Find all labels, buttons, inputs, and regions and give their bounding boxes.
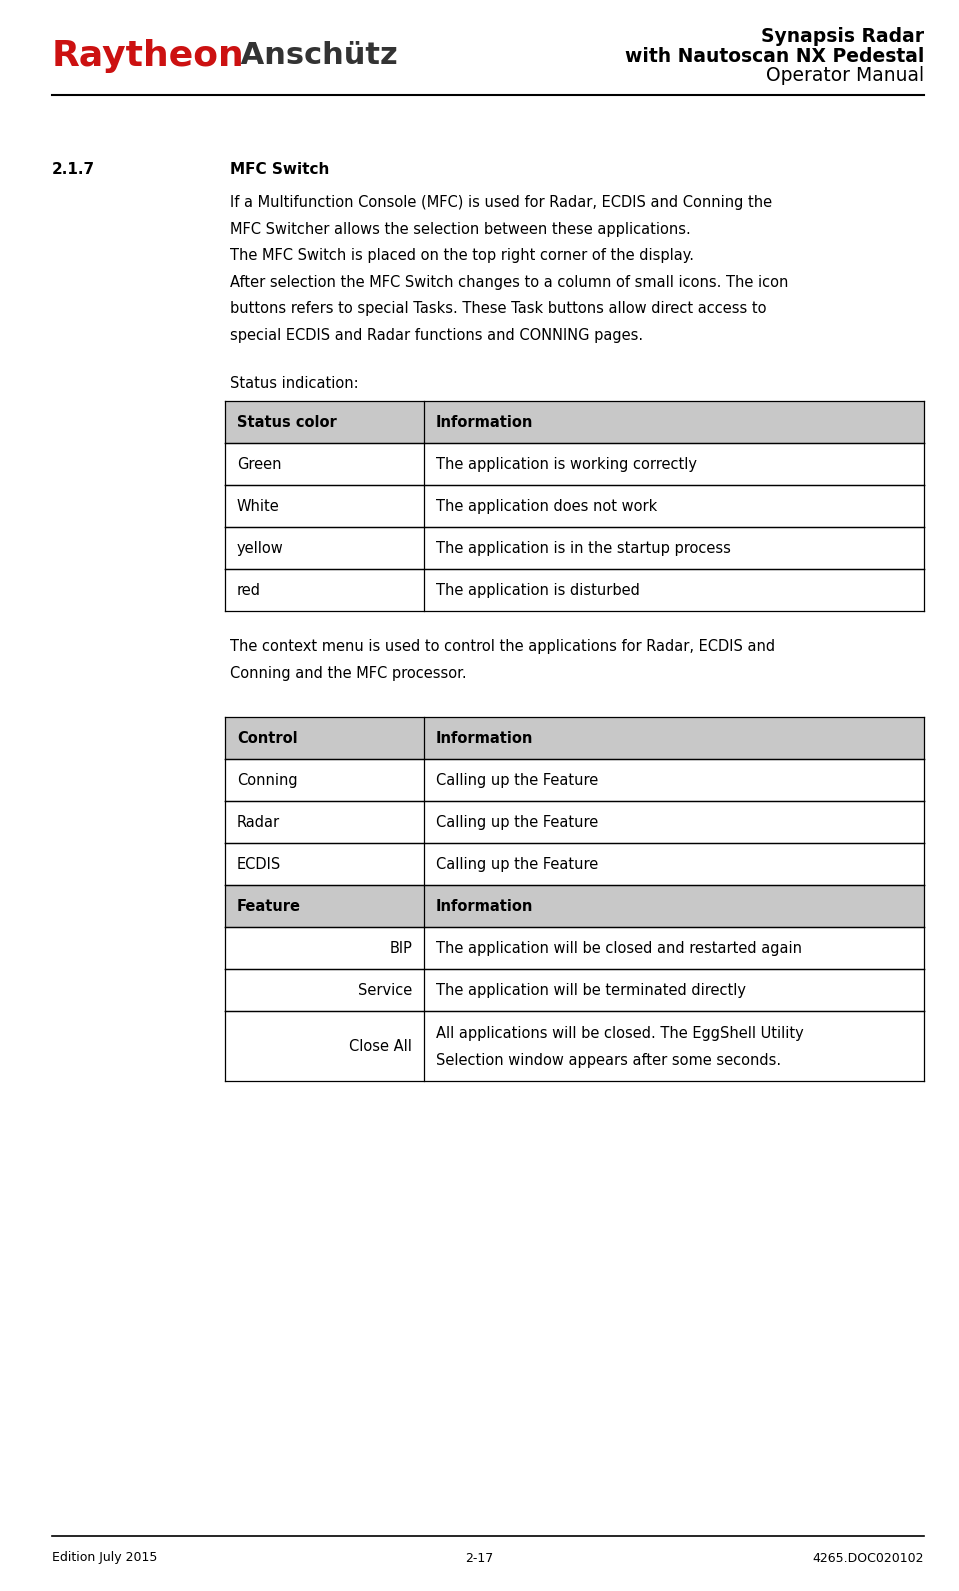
Text: Close All: Close All (349, 1039, 412, 1053)
Text: Feature: Feature (237, 899, 301, 913)
Text: Green: Green (237, 457, 281, 471)
Text: MFC Switcher allows the selection between these applications.: MFC Switcher allows the selection betwee… (230, 221, 690, 237)
Bar (224, 718, 924, 759)
Text: Information: Information (436, 415, 533, 430)
Bar (224, 401, 924, 442)
Text: The application does not work: The application does not work (436, 498, 657, 514)
Text: Calling up the Feature: Calling up the Feature (436, 773, 598, 788)
Text: Status indication:: Status indication: (230, 375, 359, 391)
Text: The MFC Switch is placed on the top right corner of the display.: The MFC Switch is placed on the top righ… (230, 248, 693, 263)
Text: Calling up the Feature: Calling up the Feature (436, 815, 598, 829)
Text: The application will be closed and restarted again: The application will be closed and resta… (436, 940, 802, 956)
Text: If a Multifunction Console (MFC) is used for Radar, ECDIS and Conning the: If a Multifunction Console (MFC) is used… (230, 196, 772, 210)
Text: red: red (237, 582, 261, 598)
Text: Operator Manual: Operator Manual (766, 65, 924, 84)
Text: special ECDIS and Radar functions and CONNING pages.: special ECDIS and Radar functions and CO… (230, 328, 643, 342)
Text: The application is disturbed: The application is disturbed (436, 582, 640, 598)
Text: Calling up the Feature: Calling up the Feature (436, 856, 598, 872)
Text: MFC Switch: MFC Switch (230, 162, 329, 177)
Text: All applications will be closed. The EggShell Utility: All applications will be closed. The Egg… (436, 1026, 804, 1042)
Text: The context menu is used to control the applications for Radar, ECDIS and: The context menu is used to control the … (230, 640, 775, 654)
Text: 2.1.7: 2.1.7 (52, 162, 95, 177)
Text: Service: Service (358, 983, 412, 998)
Text: Information: Information (436, 899, 533, 913)
Text: BIP: BIP (389, 940, 412, 956)
Text: Anschütz: Anschütz (230, 41, 398, 70)
Text: The application is working correctly: The application is working correctly (436, 457, 697, 471)
Text: Conning: Conning (237, 773, 297, 788)
Text: 2-17: 2-17 (465, 1551, 494, 1564)
Text: The application is in the startup process: The application is in the startup proces… (436, 541, 731, 555)
Text: 4265.DOC020102: 4265.DOC020102 (812, 1551, 924, 1564)
Text: Selection window appears after some seconds.: Selection window appears after some seco… (436, 1053, 782, 1068)
Text: White: White (237, 498, 280, 514)
Text: Edition July 2015: Edition July 2015 (52, 1551, 157, 1564)
Text: Radar: Radar (237, 815, 280, 829)
Text: with Nautoscan NX Pedestal: with Nautoscan NX Pedestal (624, 46, 924, 65)
Text: The application will be terminated directly: The application will be terminated direc… (436, 983, 746, 998)
Text: Conning and the MFC processor.: Conning and the MFC processor. (230, 665, 466, 681)
Text: After selection the MFC Switch changes to a column of small icons. The icon: After selection the MFC Switch changes t… (230, 275, 788, 290)
Text: yellow: yellow (237, 541, 284, 555)
Text: Synapsis Radar: Synapsis Radar (760, 27, 924, 46)
Text: Control: Control (237, 730, 297, 746)
Text: Status color: Status color (237, 415, 337, 430)
Bar (224, 885, 924, 928)
Text: Information: Information (436, 730, 533, 746)
Text: ECDIS: ECDIS (237, 856, 281, 872)
Text: buttons refers to special Tasks. These Task buttons allow direct access to: buttons refers to special Tasks. These T… (230, 301, 766, 317)
Text: Raytheon: Raytheon (52, 40, 245, 73)
